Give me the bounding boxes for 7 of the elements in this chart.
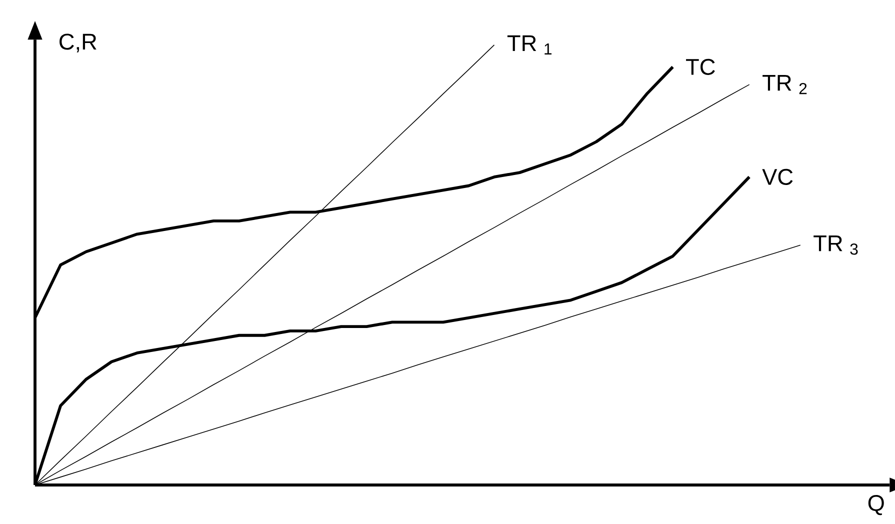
- series-label: TC: [686, 58, 715, 75]
- y-axis-title: C,R: [60, 34, 96, 52]
- series-label: TR $_{2}$: [762, 75, 807, 94]
- series-label: TR $_{1}$: [507, 35, 552, 54]
- series-label: TR $_{3}$: [814, 236, 858, 255]
- series-label: VC: [762, 168, 793, 185]
- x-axis-title: Q: [868, 495, 884, 516]
